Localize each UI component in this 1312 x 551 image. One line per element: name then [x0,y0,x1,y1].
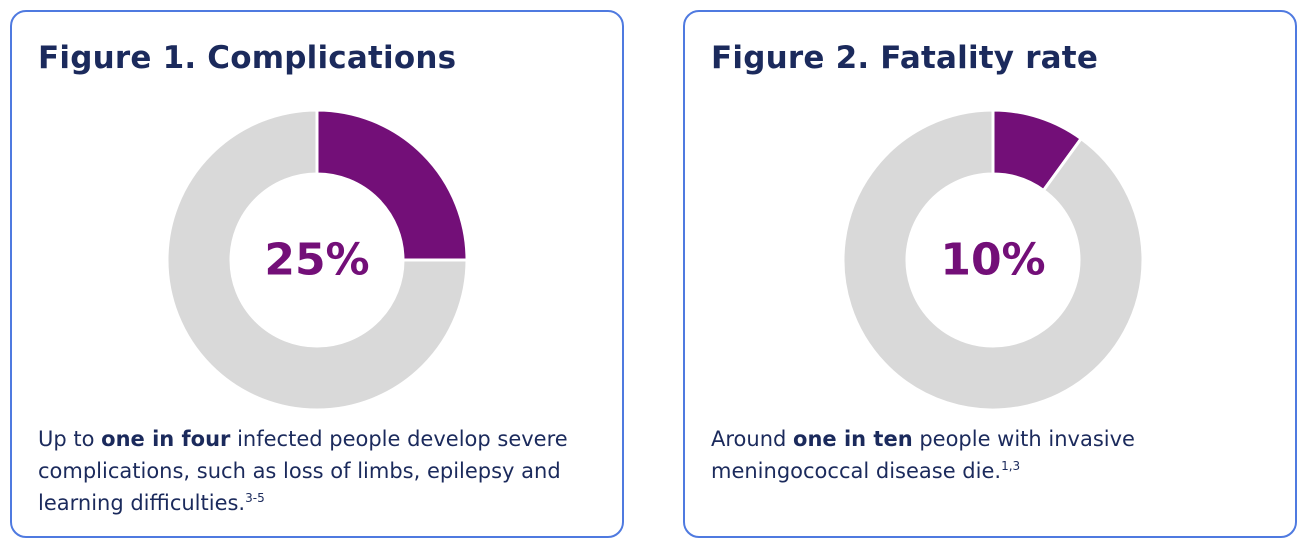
figure-1-title: Figure 1. Complications [38,40,457,76]
donut-svg: 10% [841,108,1145,412]
donut-slice-other [165,108,469,412]
caption-text: infected people develop severe complicat… [38,427,568,515]
figure-1-donut-chart: 25% [157,100,477,420]
figure-2-caption: Around one in ten people with invasive m… [711,423,1281,487]
figure-2-card: Figure 2. Fatality rate 10% Around one i… [683,10,1297,538]
donut-center-label: 25% [264,235,369,286]
figure-2-title: Figure 2. Fatality rate [711,40,1099,76]
donut-slice-other [841,108,1145,412]
caption-reference: 3-5 [245,491,265,505]
caption-text: people with invasive meningococcal disea… [711,427,1135,483]
donut-slice-complications [315,108,469,262]
figure-1-card: Figure 1. Complications 25% Up to one in… [10,10,624,538]
donut-center-label: 10% [940,235,1045,286]
caption-text: Up to [38,427,102,451]
caption-text: Around [711,427,794,451]
figure-2-donut-chart: 10% [833,100,1153,420]
caption-emphasis: one in four [101,427,231,451]
figure-1-caption: Up to one in four infected people develo… [38,423,608,519]
caption-reference: 1,3 [1001,459,1021,473]
donut-svg: 25% [165,108,469,412]
caption-emphasis: one in ten [793,427,913,451]
